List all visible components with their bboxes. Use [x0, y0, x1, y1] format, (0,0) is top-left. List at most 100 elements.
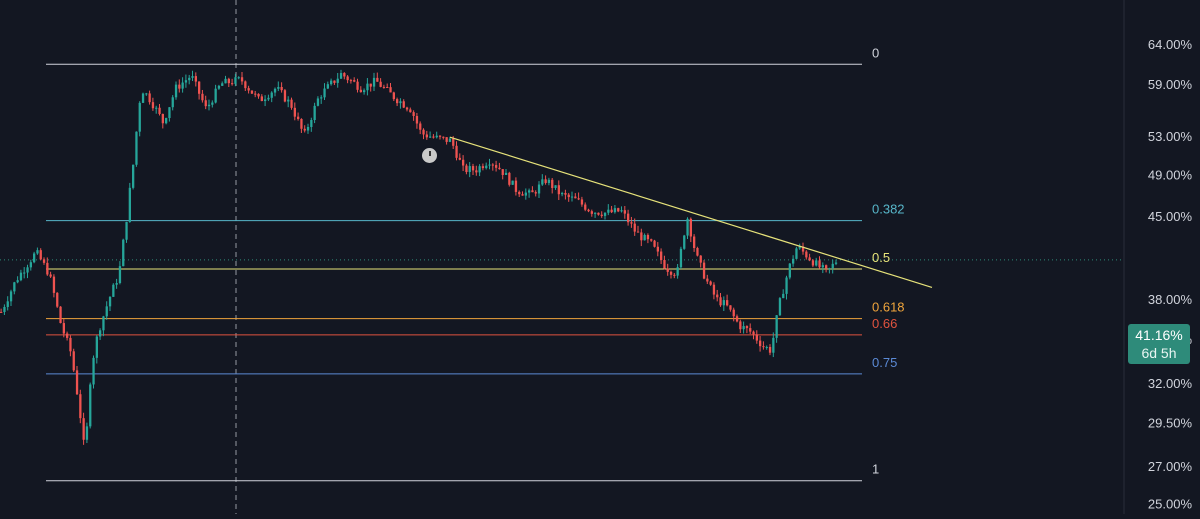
candle-body — [201, 93, 204, 101]
candle-body — [277, 87, 280, 89]
candle-body — [396, 99, 399, 104]
candle-body — [501, 169, 504, 175]
fib-level-label: 0.75 — [872, 355, 897, 370]
candle-body — [646, 234, 650, 240]
candle-body — [247, 88, 250, 91]
candle-body — [237, 77, 240, 79]
candle-body — [85, 426, 89, 440]
candle-body — [594, 212, 597, 214]
candle-body — [547, 179, 551, 183]
candle-body — [72, 351, 75, 371]
candle-body — [772, 337, 775, 353]
candle-body — [198, 81, 201, 94]
candle-body — [765, 346, 768, 348]
candle-body — [125, 221, 128, 240]
y-tick-label: 29.50% — [1148, 416, 1193, 431]
candle-body — [151, 102, 155, 109]
candle-body — [633, 223, 636, 232]
candle-body — [590, 211, 593, 214]
candle-body — [409, 109, 412, 113]
candle-body — [570, 196, 574, 198]
candle-body — [521, 194, 524, 196]
candle-body — [640, 232, 643, 241]
candle-body — [132, 164, 135, 188]
candle-body — [168, 107, 171, 119]
candle-body — [673, 274, 676, 276]
candle-body — [432, 136, 435, 138]
candle-body — [402, 101, 405, 108]
candle-body — [732, 309, 735, 317]
candle-body — [613, 208, 617, 213]
candle-body — [353, 80, 356, 82]
candle-body — [541, 179, 544, 185]
candle-body — [742, 326, 745, 330]
candle-body — [679, 248, 683, 268]
candle-body — [297, 116, 300, 119]
candle-body — [498, 167, 501, 170]
candle-body — [422, 129, 425, 135]
candle-body — [617, 208, 620, 212]
alarm-clock-icon[interactable] — [422, 148, 437, 163]
candle-body — [59, 306, 62, 324]
candle-body — [174, 84, 178, 98]
candle-body — [445, 137, 448, 142]
candle-body — [669, 271, 673, 275]
candle-body — [458, 157, 461, 160]
candle-body — [471, 166, 475, 171]
candle-body — [749, 328, 752, 332]
candle-body — [531, 190, 534, 193]
candle-body — [145, 93, 148, 95]
candle-body — [815, 260, 818, 266]
candle-body — [425, 134, 428, 138]
candle-body — [693, 236, 696, 248]
candle-body — [211, 102, 214, 105]
candle-body — [584, 204, 587, 210]
candle-body — [36, 250, 39, 254]
candle-body — [716, 294, 719, 298]
candle-body — [537, 184, 541, 194]
candle-body — [231, 83, 234, 85]
candle-body — [141, 93, 145, 103]
candle-body — [663, 260, 666, 269]
candle-body — [577, 198, 580, 200]
candle-body — [785, 277, 788, 294]
candle-body — [834, 262, 838, 264]
y-tick-label: 45.00% — [1148, 209, 1193, 224]
candle-body — [155, 107, 158, 109]
y-tick-label: 64.00% — [1148, 37, 1193, 52]
candle-body — [224, 78, 227, 84]
candle-body — [250, 90, 254, 94]
candle-body — [656, 246, 659, 252]
candle-body — [699, 255, 702, 263]
candle-body — [303, 128, 306, 131]
candle-body — [33, 253, 36, 263]
candle-body — [508, 172, 511, 185]
candle-body — [112, 284, 115, 297]
candle-body — [369, 83, 372, 87]
candle-body — [653, 240, 656, 247]
descending-trendline[interactable] — [449, 136, 933, 289]
candle-body — [376, 77, 379, 82]
candle-body — [99, 330, 102, 337]
candle-body — [448, 138, 452, 142]
candle-body — [415, 115, 419, 124]
candle-body — [359, 89, 362, 93]
candle-body — [597, 212, 600, 215]
candle-body — [709, 281, 712, 285]
candle-body — [69, 337, 72, 352]
candle-body — [16, 280, 19, 283]
y-tick-label: 32.00% — [1148, 376, 1193, 391]
candle-body — [775, 315, 778, 338]
candle-body — [29, 262, 32, 268]
candle-body — [115, 283, 118, 285]
candle-body — [495, 165, 498, 168]
last-price-badge: 41.16% 6d 5h — [1128, 324, 1190, 364]
candle-body — [267, 97, 270, 100]
candle-body — [468, 166, 471, 173]
candle-body — [283, 90, 287, 102]
candle-body — [382, 86, 386, 88]
candle-body — [792, 258, 795, 264]
candle-body — [128, 187, 131, 222]
